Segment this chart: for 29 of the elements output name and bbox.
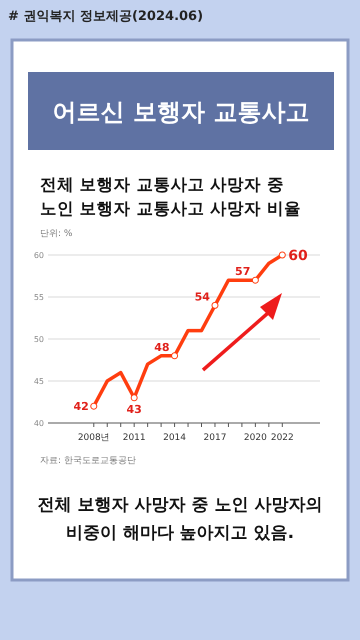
y-tick-label: 60 xyxy=(34,251,44,260)
point xyxy=(130,394,138,402)
point xyxy=(90,402,98,410)
data-label: 42 xyxy=(73,400,89,414)
y-tick-label: 40 xyxy=(34,419,44,428)
text: # 권익복지 정보제공(2024.06) xyxy=(8,9,204,24)
chart-title: 전체 보행자 교통사고 사망자 중 노인 보행자 교통사고 사망자 비율 xyxy=(40,175,301,218)
point xyxy=(211,302,218,309)
x-tick-label: 2020 xyxy=(244,433,268,443)
y-tick-label: 55 xyxy=(34,293,44,302)
y-tick-label: 50 xyxy=(34,335,44,344)
text: 어르신 보행자 교통사고 xyxy=(52,98,310,126)
x-tick-label: 2017 xyxy=(204,433,226,443)
point xyxy=(252,276,259,284)
x-tick-label: 2008년 xyxy=(78,433,110,443)
x-tick-label: 2014 xyxy=(163,433,186,443)
data-label: 57 xyxy=(235,265,250,278)
data-label: 54 xyxy=(194,290,210,304)
text: 자료: 한국도로교통공단 xyxy=(40,456,136,466)
data-label: 48 xyxy=(154,340,170,354)
data-label: 43 xyxy=(126,402,142,416)
data-label: 60 xyxy=(288,248,308,264)
text: 전체 보행자 사망자 중 노인 사망자의 비중이 해마다 높아지고 있음. xyxy=(38,495,322,543)
y-axis-title: 단위: % xyxy=(40,229,73,239)
point xyxy=(278,252,286,258)
point xyxy=(171,352,178,360)
x-tick-label: 2022 xyxy=(270,433,294,443)
y-tick-label: 45 xyxy=(34,377,44,386)
x-tick-label: 2011 xyxy=(122,433,146,443)
